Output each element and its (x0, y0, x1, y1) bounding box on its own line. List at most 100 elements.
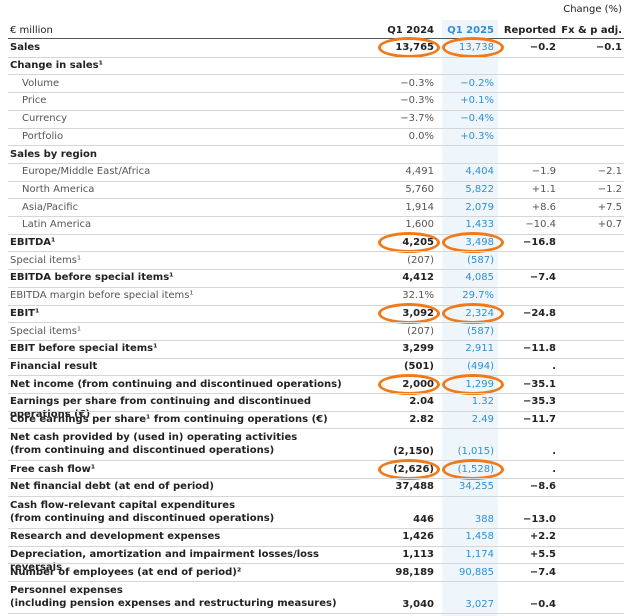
row-rule (8, 580, 624, 582)
row-label: EBIT before special items¹ (10, 343, 158, 355)
cell-value: −8.6 (529, 481, 556, 493)
highlight-ring (442, 302, 504, 324)
row-rule (8, 339, 624, 341)
row-rule (8, 198, 624, 200)
cell-value: 34,255 (459, 481, 494, 493)
row-rule (8, 545, 624, 547)
cell-value: 29.7% (462, 290, 494, 302)
cell-value: 1,426 (402, 531, 434, 543)
row-rule (8, 375, 624, 377)
cell-value: 4,085 (465, 272, 494, 284)
cell-value: 1,113 (402, 548, 434, 560)
cell-value: 388 (474, 513, 494, 525)
cell-value: −11.7 (522, 414, 556, 426)
cell-value: 3,040 (402, 598, 434, 610)
cell-value: +7.5 (597, 201, 622, 213)
cell-value: 98,189 (395, 566, 434, 578)
cell-value: 2,911 (465, 343, 494, 355)
cell-value: (501) (403, 360, 434, 372)
cell-value: −16.8 (522, 237, 556, 249)
cell-value: −0.3% (400, 77, 434, 89)
row-rule (8, 410, 624, 412)
row-label: Portfolio (22, 130, 64, 142)
row-rule (8, 233, 624, 235)
cell-value: −13.0 (522, 513, 556, 525)
row-label: EBIT¹ (10, 307, 40, 319)
row-label: Sales (10, 42, 41, 54)
row-label: Free cash flow¹ (10, 463, 96, 475)
row-rule (8, 460, 624, 462)
cell-value: −2.1 (597, 166, 622, 178)
cell-value: −3.7% (400, 113, 434, 125)
cell-value: 90,885 (459, 566, 494, 578)
cell-value: +0.3% (460, 130, 494, 142)
column-header: Q1 2025 (447, 25, 494, 36)
row-rule (8, 527, 624, 529)
cell-value: 37,488 (395, 481, 434, 493)
highlight-ring (442, 458, 504, 480)
row-rule (8, 286, 624, 288)
row-label: Volume (22, 77, 60, 89)
cell-value: −0.1 (595, 42, 622, 54)
row-rule (8, 478, 624, 480)
highlight-ring (378, 302, 440, 324)
cell-value: +0.7 (597, 219, 622, 231)
cell-value: . (552, 463, 556, 475)
row-rule (8, 145, 624, 147)
row-rule (8, 216, 624, 217)
row-rule (8, 109, 624, 111)
cell-value: −1.2 (597, 183, 622, 195)
row-label: Research and development expenses (10, 531, 221, 543)
cell-value: 32.1% (402, 290, 434, 302)
cell-value: +0.1% (460, 95, 494, 107)
cell-value: 2,079 (465, 201, 494, 213)
row-rule (8, 563, 624, 565)
row-rule (8, 251, 624, 253)
highlight-ring (378, 458, 440, 480)
row-label: Currency (22, 113, 68, 125)
row-label: Asia/Pacific (22, 201, 79, 213)
cell-value: 1,600 (405, 219, 434, 231)
cell-value: −7.4 (529, 272, 556, 284)
cell-value: −35.1 (522, 378, 556, 390)
highlight-ring (378, 37, 440, 59)
highlight-ring (442, 373, 504, 395)
cell-value: 1.32 (471, 396, 494, 408)
row-label: Financial result (10, 360, 98, 372)
cell-value: −0.2 (529, 42, 556, 54)
cell-value: 0.0% (408, 130, 434, 142)
cell-value: 446 (413, 513, 434, 525)
row-label: Personnel expenses (including pension ex… (10, 584, 337, 609)
row-rule (8, 304, 624, 306)
cell-value: −7.4 (529, 566, 556, 578)
row-label: North America (22, 183, 95, 195)
row-label: Net financial debt (at end of period) (10, 481, 214, 493)
cell-value: +5.5 (529, 548, 556, 560)
cell-value: (587) (467, 254, 494, 266)
highlight-ring (378, 232, 440, 254)
row-rule (8, 393, 624, 394)
cell-value: (207) (407, 325, 434, 337)
cell-value: 1,458 (465, 531, 494, 543)
cell-value: . (552, 446, 556, 458)
super-header: Change (%) (563, 4, 622, 15)
row-label: EBITDA¹ (10, 237, 56, 249)
cell-value: 2.82 (409, 414, 434, 426)
row-rule (8, 162, 624, 164)
row-label: Depreciation, amortization and impairmen… (10, 548, 319, 573)
header-rule (8, 38, 624, 39)
row-rule (8, 127, 624, 129)
cell-value: 4,404 (465, 166, 494, 178)
cell-value: 5,822 (465, 183, 494, 195)
cell-value: 1,914 (405, 201, 434, 213)
cell-value: −24.8 (522, 307, 556, 319)
row-label: Latin America (22, 219, 92, 231)
row-label: Net income (from continuing and disconti… (10, 378, 342, 390)
cell-value: +1.1 (531, 183, 556, 195)
row-rule (8, 92, 624, 94)
row-rule (8, 269, 624, 271)
row-label: Special items¹ (10, 325, 82, 337)
cell-value: −1.9 (531, 166, 556, 178)
row-rule (8, 428, 624, 430)
